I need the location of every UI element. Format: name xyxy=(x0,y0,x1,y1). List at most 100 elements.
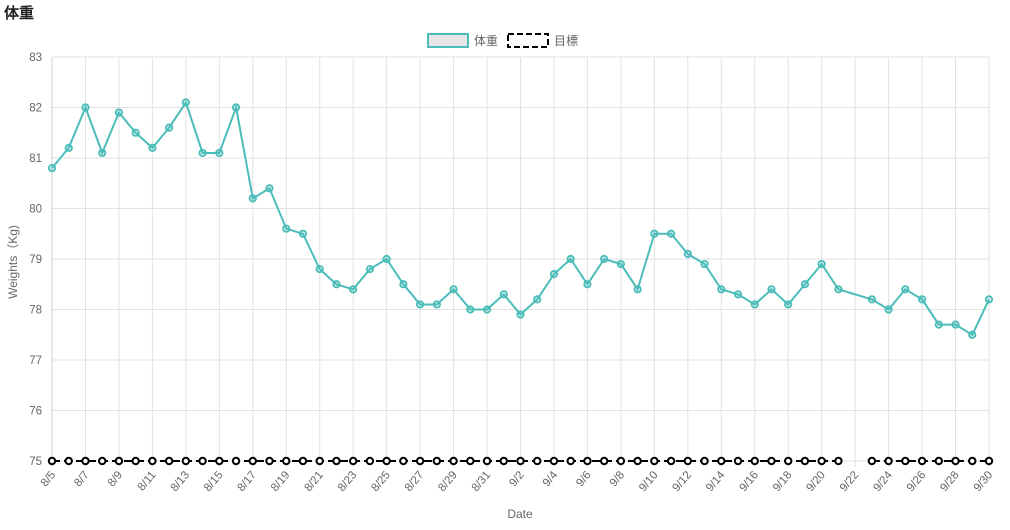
target-point[interactable] xyxy=(867,456,877,466)
target-point[interactable] xyxy=(784,456,793,466)
target-point[interactable] xyxy=(432,456,442,466)
target-point[interactable] xyxy=(466,456,475,466)
target-point[interactable] xyxy=(650,456,659,466)
target-point[interactable] xyxy=(767,456,776,466)
target-point[interactable] xyxy=(248,456,257,466)
weight-point[interactable] xyxy=(47,164,57,173)
weight-point[interactable] xyxy=(449,285,458,294)
target-point[interactable] xyxy=(984,456,994,466)
target-point[interactable] xyxy=(683,456,693,466)
legend-label-weight[interactable]: 体重 xyxy=(474,34,498,48)
target-point[interactable] xyxy=(399,456,408,466)
weight-point[interactable] xyxy=(114,108,124,117)
target-point[interactable] xyxy=(64,456,73,466)
target-point[interactable] xyxy=(800,456,810,466)
weight-point[interactable] xyxy=(750,300,759,309)
target-point[interactable] xyxy=(215,456,224,466)
weight-point[interactable] xyxy=(600,254,609,264)
weight-point[interactable] xyxy=(784,300,793,309)
weight-point[interactable] xyxy=(499,290,508,299)
target-point[interactable] xyxy=(449,456,458,466)
weight-point[interactable] xyxy=(148,143,157,152)
weight-point[interactable] xyxy=(282,224,291,233)
weight-point[interactable] xyxy=(767,285,776,294)
weight-point[interactable] xyxy=(549,270,559,279)
target-point[interactable] xyxy=(382,456,391,466)
weight-point[interactable] xyxy=(650,229,659,238)
target-point[interactable] xyxy=(750,456,759,466)
weight-point[interactable] xyxy=(416,300,425,309)
weight-point[interactable] xyxy=(64,143,73,152)
target-point[interactable] xyxy=(633,456,642,466)
target-point[interactable] xyxy=(482,456,492,466)
target-point[interactable] xyxy=(951,456,960,466)
target-point[interactable] xyxy=(148,456,157,466)
weight-point[interactable] xyxy=(984,295,994,304)
target-point[interactable] xyxy=(81,456,90,466)
weight-point[interactable] xyxy=(315,264,324,274)
weight-point[interactable] xyxy=(165,123,174,132)
target-point[interactable] xyxy=(198,456,207,466)
target-point[interactable] xyxy=(968,456,977,466)
weight-point[interactable] xyxy=(215,148,224,158)
target-point[interactable] xyxy=(265,456,274,466)
target-point[interactable] xyxy=(315,456,324,466)
weight-point[interactable] xyxy=(717,285,726,294)
target-point[interactable] xyxy=(934,456,944,466)
weight-point[interactable] xyxy=(884,305,893,314)
target-point[interactable] xyxy=(566,456,575,466)
target-point[interactable] xyxy=(717,456,726,466)
target-point[interactable] xyxy=(549,456,559,466)
weight-point[interactable] xyxy=(817,259,826,269)
weight-point[interactable] xyxy=(466,305,475,314)
weight-point[interactable] xyxy=(382,254,391,264)
target-point[interactable] xyxy=(616,456,626,466)
target-point[interactable] xyxy=(282,456,291,466)
weight-point[interactable] xyxy=(583,280,592,289)
target-point[interactable] xyxy=(533,456,542,466)
target-point[interactable] xyxy=(499,456,508,466)
target-point[interactable] xyxy=(114,456,124,466)
weight-point[interactable] xyxy=(248,194,257,203)
weight-point[interactable] xyxy=(231,103,241,112)
target-point[interactable] xyxy=(884,456,893,466)
weight-point[interactable] xyxy=(633,285,642,294)
legend-label-target[interactable]: 目標 xyxy=(554,34,578,48)
target-point[interactable] xyxy=(231,456,241,466)
target-point[interactable] xyxy=(516,456,525,466)
target-point[interactable] xyxy=(901,456,910,466)
weight-point[interactable] xyxy=(968,330,977,339)
weight-point[interactable] xyxy=(332,280,341,289)
target-point[interactable] xyxy=(599,456,609,466)
weight-point[interactable] xyxy=(81,103,90,112)
weight-point[interactable] xyxy=(917,295,927,304)
weight-point[interactable] xyxy=(733,290,743,299)
weight-point[interactable] xyxy=(181,98,190,107)
weight-point[interactable] xyxy=(901,285,910,294)
target-point[interactable] xyxy=(47,456,57,466)
target-point[interactable] xyxy=(97,456,107,466)
target-point[interactable] xyxy=(332,456,341,466)
legend-swatch-target[interactable] xyxy=(507,33,549,48)
weight-point[interactable] xyxy=(834,285,843,294)
weight-point[interactable] xyxy=(98,148,107,158)
weight-point[interactable] xyxy=(432,300,441,309)
weight-point[interactable] xyxy=(298,229,308,238)
target-point[interactable] xyxy=(917,456,927,466)
weight-point[interactable] xyxy=(131,128,140,137)
weight-point[interactable] xyxy=(399,280,408,289)
target-point[interactable] xyxy=(131,456,140,466)
legend-swatch-weight[interactable] xyxy=(427,33,469,48)
target-point[interactable] xyxy=(834,456,843,466)
weight-point[interactable] xyxy=(566,254,575,264)
weight-point[interactable] xyxy=(349,285,358,294)
weight-point[interactable] xyxy=(683,249,692,259)
weight-point[interactable] xyxy=(666,229,676,238)
weight-point[interactable] xyxy=(800,280,810,289)
weight-point[interactable] xyxy=(198,148,207,158)
target-point[interactable] xyxy=(181,456,191,466)
weight-point[interactable] xyxy=(700,259,709,269)
target-point[interactable] xyxy=(164,456,174,466)
target-point[interactable] xyxy=(365,456,375,466)
target-point[interactable] xyxy=(415,456,425,466)
